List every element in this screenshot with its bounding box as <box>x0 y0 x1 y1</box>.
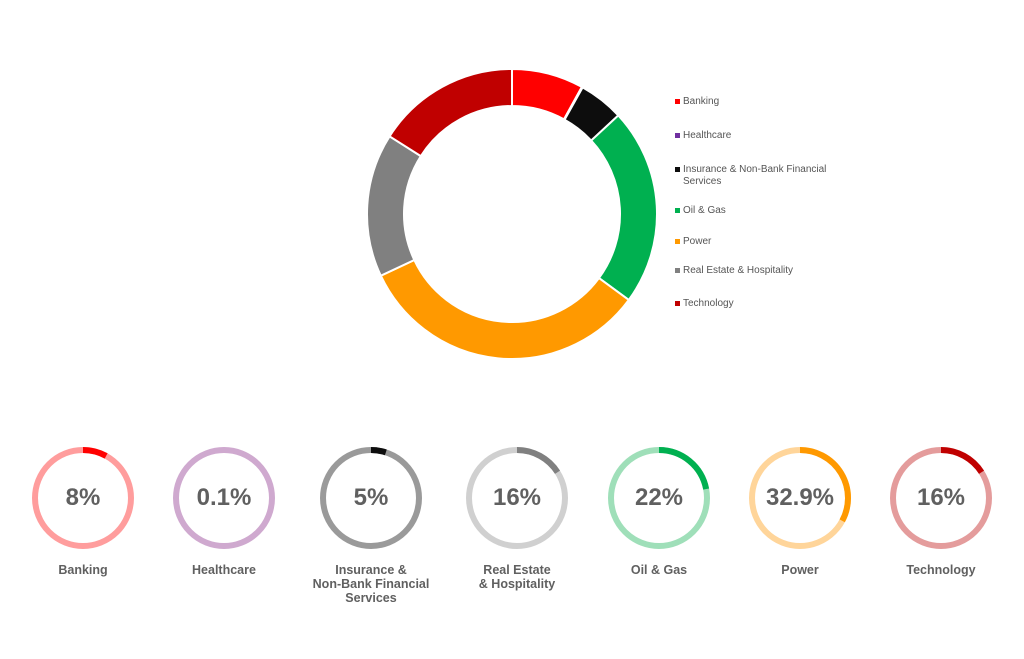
gauge-fill-arc <box>658 447 710 490</box>
gauge-ring <box>749 447 851 549</box>
sector-gauges: 8% Banking 0.1% Healthcare 5% Insurance & Non… <box>0 440 1024 659</box>
gauge-technology: 16% Technology <box>866 440 1016 577</box>
gauge-track <box>173 447 275 549</box>
legend-item-oil-and-gas: Oil & Gas <box>675 205 855 217</box>
gauge-fill-arc <box>940 447 985 474</box>
donut-slice-real-estate-and-hospitality <box>366 134 423 278</box>
gauge-power: 32.9% Power <box>725 440 875 577</box>
gauge-ring <box>608 447 710 549</box>
gauge-fill-arc <box>82 447 108 459</box>
gauge-oil-and-gas: 22% Oil & Gas <box>584 440 734 577</box>
gauge-fill-arc <box>799 447 851 523</box>
gauge-label: Insurance & Non-Bank Financial Services <box>312 563 430 605</box>
legend-swatch <box>675 268 680 273</box>
gauge-value: 16% <box>916 484 966 511</box>
gauge-banking: 8% Banking <box>8 440 158 577</box>
legend-item-real-estate-and-hospitality: Real Estate & Hospitality <box>675 265 855 277</box>
gauge-value: 5% <box>353 484 389 511</box>
donut-slice-oil-and-gas <box>589 113 658 302</box>
legend-label: Healthcare <box>683 130 732 141</box>
legend-item-healthcare: Healthcare <box>675 130 855 142</box>
legend-label: Technology <box>683 298 734 309</box>
legend-label: Oil & Gas <box>683 205 726 216</box>
donut-slice-technology <box>388 67 513 158</box>
gauge-value: 0.1% <box>196 484 252 511</box>
legend-item-technology: Technology <box>675 298 855 310</box>
gauge-label: Oil & Gas <box>630 563 688 577</box>
legend-label: Power <box>683 236 712 247</box>
gauge-fill-arc <box>516 447 561 474</box>
legend-swatch <box>675 208 680 213</box>
legend-item-power: Power <box>675 236 855 248</box>
sector-donut-chart <box>366 67 658 360</box>
gauge-value: 32.9% <box>765 484 835 511</box>
gauge-value: 8% <box>65 484 101 511</box>
gauge-healthcare: 0.1% Healthcare <box>149 440 299 577</box>
legend-swatch <box>675 239 680 244</box>
gauge-value: 22% <box>634 484 684 511</box>
gauge-label: Technology <box>906 563 976 577</box>
gauge-value: 16% <box>492 484 542 511</box>
donut-slice-power <box>379 258 631 360</box>
legend-label: Banking <box>683 96 720 107</box>
legend-item-insurance-and-non-bank-financial-services: Insurance & Non-Bank Financial Services <box>675 164 855 188</box>
legend-swatch <box>675 99 680 104</box>
gauge-ring <box>466 447 568 549</box>
gauge-label: Healthcare <box>192 563 256 577</box>
gauge-label: Real Estate & Hospitality <box>478 563 556 591</box>
legend-swatch <box>675 301 680 306</box>
gauge-fill-arc <box>370 447 387 456</box>
legend-label: Real Estate & Hospitality <box>683 265 794 276</box>
gauge-real-estate-and-hospitality: 16% Real Estate & Hospitality <box>442 440 592 591</box>
gauge-label: Power <box>781 563 819 577</box>
gauge-ring <box>173 447 275 549</box>
gauge-insurance-and-non-bank-financial-services: 5% Insurance & Non-Bank Financial Service… <box>296 440 446 605</box>
gauge-ring <box>890 447 992 549</box>
legend-item-banking: Banking <box>675 96 855 108</box>
legend-label: Insurance & Non-Bank Financial Services <box>683 164 827 187</box>
gauge-ring <box>32 447 134 549</box>
legend-swatch <box>675 167 680 172</box>
gauge-label: Banking <box>58 563 108 577</box>
legend-swatch <box>675 133 680 138</box>
gauge-ring <box>320 447 422 549</box>
